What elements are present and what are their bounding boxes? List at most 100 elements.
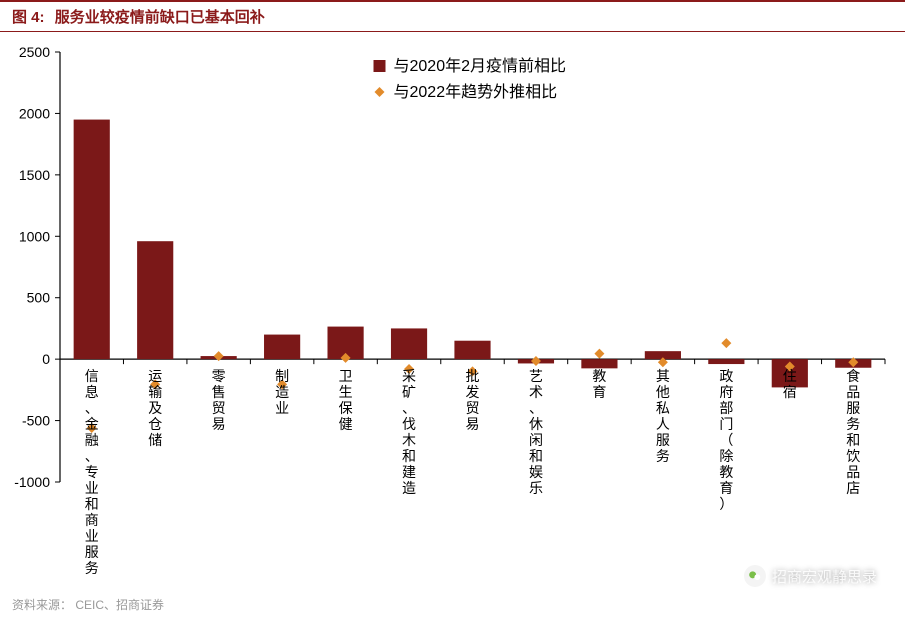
- x-label-char: 娱: [529, 464, 543, 480]
- x-label-char: 闲: [529, 432, 543, 448]
- x-label-char: 贸: [466, 400, 480, 416]
- x-label-char: 休: [529, 416, 543, 432]
- x-label-char: 食: [846, 368, 860, 384]
- x-label-char: 和: [85, 496, 99, 512]
- svg-text:0: 0: [42, 351, 50, 367]
- legend-bar-swatch: [374, 60, 386, 72]
- x-label-char: 储: [148, 432, 162, 448]
- x-label-char: 伐: [402, 416, 416, 432]
- legend-marker-swatch: [375, 87, 385, 97]
- x-label-char: 部: [719, 400, 733, 416]
- svg-text:2000: 2000: [19, 105, 50, 121]
- x-label-char: 易: [466, 416, 480, 432]
- source-prefix: 资料来源：: [12, 598, 72, 612]
- x-label-char: 门: [719, 416, 733, 432]
- bar: [137, 241, 173, 359]
- bar: [391, 328, 427, 359]
- x-label-char: 品: [846, 384, 860, 400]
- x-label-char: 矿: [402, 384, 416, 400]
- x-label-char: 教: [719, 464, 733, 480]
- svg-text:1500: 1500: [19, 167, 50, 183]
- x-label-char: 卫: [339, 368, 353, 384]
- x-label-char: 业: [275, 400, 289, 416]
- x-label-char: 及: [148, 400, 162, 416]
- x-label-char: 他: [656, 384, 670, 400]
- x-label-char: 健: [339, 416, 353, 432]
- x-label-char: 除: [719, 448, 733, 464]
- x-label-char: 、: [402, 400, 416, 416]
- x-label-char: 人: [656, 416, 670, 432]
- x-label-char: 其: [656, 368, 670, 384]
- x-label-char: 和: [846, 432, 860, 448]
- x-label-char: 品: [846, 464, 860, 480]
- marker: [531, 356, 541, 366]
- x-label-char: 发: [466, 384, 480, 400]
- svg-text:-500: -500: [22, 413, 50, 429]
- x-label-char: 专: [85, 464, 99, 480]
- x-label-char: 业: [85, 480, 99, 496]
- svg-text:500: 500: [27, 290, 51, 306]
- x-label-char: 、: [85, 400, 99, 416]
- x-label-char: ）: [719, 496, 733, 512]
- legend-bar-label: 与2020年2月疫情前相比: [394, 57, 567, 75]
- bar: [708, 359, 744, 364]
- x-label-char: 运: [148, 368, 162, 384]
- x-label-char: 务: [846, 416, 860, 432]
- x-label-char: 批: [466, 368, 480, 384]
- x-label-char: 私: [656, 400, 670, 416]
- x-label-char: 制: [275, 368, 289, 384]
- x-label-char: 业: [85, 528, 99, 544]
- x-label-char: 生: [339, 384, 353, 400]
- x-label-char: 术: [529, 384, 543, 400]
- x-label-char: 店: [846, 480, 860, 496]
- x-label-char: （: [719, 432, 733, 448]
- x-label-char: 木: [402, 432, 416, 448]
- x-label-char: 务: [656, 448, 670, 464]
- x-label-char: 服: [846, 400, 860, 416]
- source-footer: 资料来源： CEIC、招商证券: [0, 592, 905, 617]
- bar: [74, 120, 110, 360]
- x-label-char: 艺: [529, 368, 543, 384]
- chart-container: -1000-50005001000150020002500信息、金融、专业和商业…: [0, 32, 905, 592]
- bar: [581, 359, 617, 368]
- marker: [594, 349, 604, 359]
- x-label-char: 府: [719, 384, 733, 400]
- x-label-char: 育: [592, 384, 606, 400]
- svg-text:1000: 1000: [19, 228, 50, 244]
- x-label-char: 、: [529, 400, 543, 416]
- x-label-char: 采: [402, 368, 416, 384]
- x-label-char: 息: [85, 384, 99, 400]
- figure-title-text: 服务业较疫情前缺口已基本回补: [55, 9, 265, 26]
- x-label-char: 和: [402, 448, 416, 464]
- x-label-char: 保: [339, 400, 353, 416]
- x-label-char: 融: [85, 432, 99, 448]
- x-label-char: 输: [148, 384, 162, 400]
- svg-text:2500: 2500: [19, 44, 50, 60]
- x-label-char: 造: [275, 384, 289, 400]
- x-label-char: 建: [402, 464, 416, 480]
- x-label-char: 、: [85, 448, 99, 464]
- x-label-char: 育: [719, 480, 733, 496]
- marker: [721, 338, 731, 348]
- x-label-char: 商: [85, 512, 99, 528]
- chart-svg: -1000-50005001000150020002500信息、金融、专业和商业…: [0, 32, 905, 592]
- x-label-char: 教: [592, 368, 606, 384]
- figure-title-bar: 图 4: 服务业较疫情前缺口已基本回补: [0, 0, 905, 32]
- x-label-char: 金: [85, 416, 99, 432]
- x-label-char: 售: [212, 384, 226, 400]
- x-label-char: 乐: [529, 480, 543, 496]
- figure-number: 图 4:: [12, 9, 45, 26]
- bar: [264, 335, 300, 360]
- x-label-char: 务: [85, 560, 99, 576]
- svg-text:-1000: -1000: [14, 474, 50, 490]
- x-label-char: 和: [529, 448, 543, 464]
- x-label-char: 服: [656, 432, 670, 448]
- x-label-char: 住: [783, 368, 797, 384]
- source-text: CEIC、招商证券: [75, 598, 164, 612]
- x-label-char: 零: [212, 368, 226, 384]
- x-label-char: 贸: [212, 400, 226, 416]
- x-label-char: 易: [212, 416, 226, 432]
- legend-marker-label: 与2022年趋势外推相比: [394, 83, 558, 101]
- x-label-char: 饮: [846, 448, 860, 464]
- x-label-char: 信: [85, 368, 99, 384]
